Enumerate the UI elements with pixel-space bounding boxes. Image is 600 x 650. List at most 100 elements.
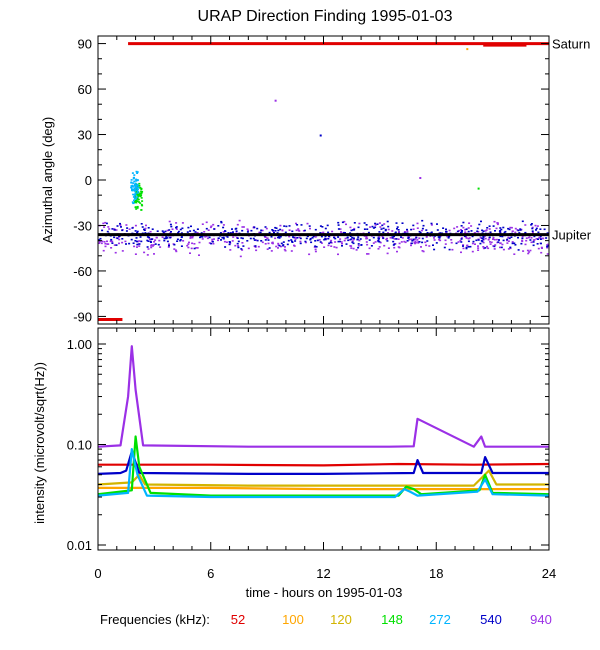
azimuth-point-540: [324, 237, 327, 240]
azimuth-point-940: [152, 244, 155, 246]
azimuth-point-940: [343, 239, 346, 242]
azimuth-point-940: [525, 239, 528, 242]
azimuth-point-540: [217, 237, 220, 239]
azimuth-point-272: [131, 186, 134, 188]
azimuth-point-540: [227, 232, 230, 234]
azimuth-point-940: [418, 237, 421, 239]
legend-item-52: 52: [231, 612, 245, 627]
azimuth-point-540: [539, 235, 542, 238]
azimuth-point-540: [224, 230, 227, 233]
azimuth-point-540: [351, 236, 354, 239]
azimuth-point-272: [135, 178, 138, 181]
azimuth-point-540: [341, 245, 343, 247]
azimuth-point-940: [209, 226, 212, 229]
azimuth-point-940: [271, 241, 274, 244]
azimuth-point-940: [420, 229, 423, 232]
azimuth-point-272: [131, 201, 134, 203]
azimuth-point-540: [387, 225, 390, 228]
azimuth-point-940: [222, 224, 225, 226]
intensity-panel: 1.00 0.10 0.010 6 12 18 24 intensity (microvol…: [32, 327, 556, 600]
azimuth-point-540: [169, 236, 172, 239]
azimuth-point-940: [264, 236, 266, 238]
azimuth-point-272: [131, 184, 134, 187]
azimuth-point-940: [453, 227, 456, 230]
azimuth-point-148: [140, 203, 143, 206]
azimuth-point-940: [489, 243, 492, 245]
azimuth-point-540: [386, 220, 389, 223]
azimuth-point-540: [170, 225, 173, 228]
azimuth-point-940: [413, 242, 416, 244]
azimuth-point-540: [531, 230, 534, 232]
azimuth-point-940: [488, 228, 491, 230]
azimuth-point-540: [412, 238, 415, 241]
azimuth-point-940: [115, 229, 118, 231]
azimuth-point-940: [138, 240, 141, 242]
azimuth-point-940: [465, 237, 468, 239]
azimuth-point-940: [496, 223, 499, 226]
azimuth-point-940: [333, 246, 336, 248]
azimuth-point-940: [365, 241, 368, 243]
azimuth-point-940: [525, 237, 528, 239]
azimuth-point-540: [539, 228, 542, 230]
azimuth-point-940: [155, 236, 158, 239]
azimuth-point-940: [198, 241, 201, 244]
azimuth-point-940: [439, 239, 442, 242]
azimuth-point-940: [106, 243, 109, 245]
azimuth-point-272: [133, 176, 135, 179]
azimuth-point-540: [285, 225, 288, 228]
azimuth-point-540: [136, 243, 139, 246]
azimuth-point-540: [237, 240, 240, 243]
azimuth-point-540: [426, 232, 429, 234]
azimuth-point-540: [278, 244, 281, 247]
azimuth-point-940: [247, 229, 250, 232]
azimuth-point-540: [190, 225, 192, 228]
azimuth-point-940: [540, 251, 543, 254]
azimuth-point-540: [502, 239, 505, 242]
azimuth-point-940: [521, 240, 524, 243]
azimuth-point-540: [365, 224, 368, 226]
azimuth-point-940: [107, 226, 110, 228]
azimuth-point-940: [495, 227, 498, 230]
azimuth-point-940: [425, 236, 428, 238]
azimuth-point-940: [490, 241, 493, 244]
azimuth-point-540: [110, 238, 113, 241]
azimuth-point-940: [401, 237, 404, 239]
azimuth-point-540: [344, 232, 346, 234]
azimuth-point-940: [502, 248, 505, 251]
azimuth-point-940: [352, 247, 355, 250]
azimuth-point-540: [176, 240, 179, 242]
azimuth-point-940: [379, 226, 382, 228]
azimuth-point-148: [135, 191, 138, 193]
azimuth-point-540: [412, 224, 415, 227]
azimuth-point-940: [168, 220, 171, 223]
legend-item-148: 148: [381, 612, 403, 627]
azimuth-point-540: [283, 225, 286, 227]
azimuth-point-940: [513, 253, 516, 255]
chart-title: URAP Direction Finding 1995-01-03: [198, 8, 453, 25]
azimuth-point-540: [141, 226, 144, 228]
azimuth-point-540: [136, 230, 139, 233]
azimuth-point-940: [482, 247, 485, 250]
azimuth-point-540: [279, 235, 282, 238]
azimuth-point-540: [138, 243, 141, 245]
azimuth-point-272: [131, 189, 134, 192]
azimuth-point-940: [484, 237, 487, 240]
azimuth-point-940: [539, 237, 542, 239]
azimuth-plot-frame: [97, 35, 550, 325]
azimuth-point-540: [442, 227, 445, 229]
azimuth-point-940: [290, 250, 293, 252]
azimuth-point-940: [468, 222, 471, 224]
azimuth-point-940: [241, 249, 244, 251]
azimuth-point-540: [500, 246, 503, 249]
azimuth-point-940: [125, 224, 128, 226]
azimuth-point-940: [257, 245, 260, 248]
azimuth-point-940: [196, 232, 199, 234]
azimuth-point-540: [436, 229, 439, 231]
azimuth-point-540: [179, 239, 182, 241]
azimuth-point-940: [106, 240, 108, 243]
azimuth-point-940: [161, 236, 164, 238]
azimuth-point-940: [191, 242, 194, 245]
azimuth-point-540: [136, 232, 139, 234]
azimuth-point-940: [213, 238, 215, 240]
azimuth-point-940: [414, 238, 417, 240]
